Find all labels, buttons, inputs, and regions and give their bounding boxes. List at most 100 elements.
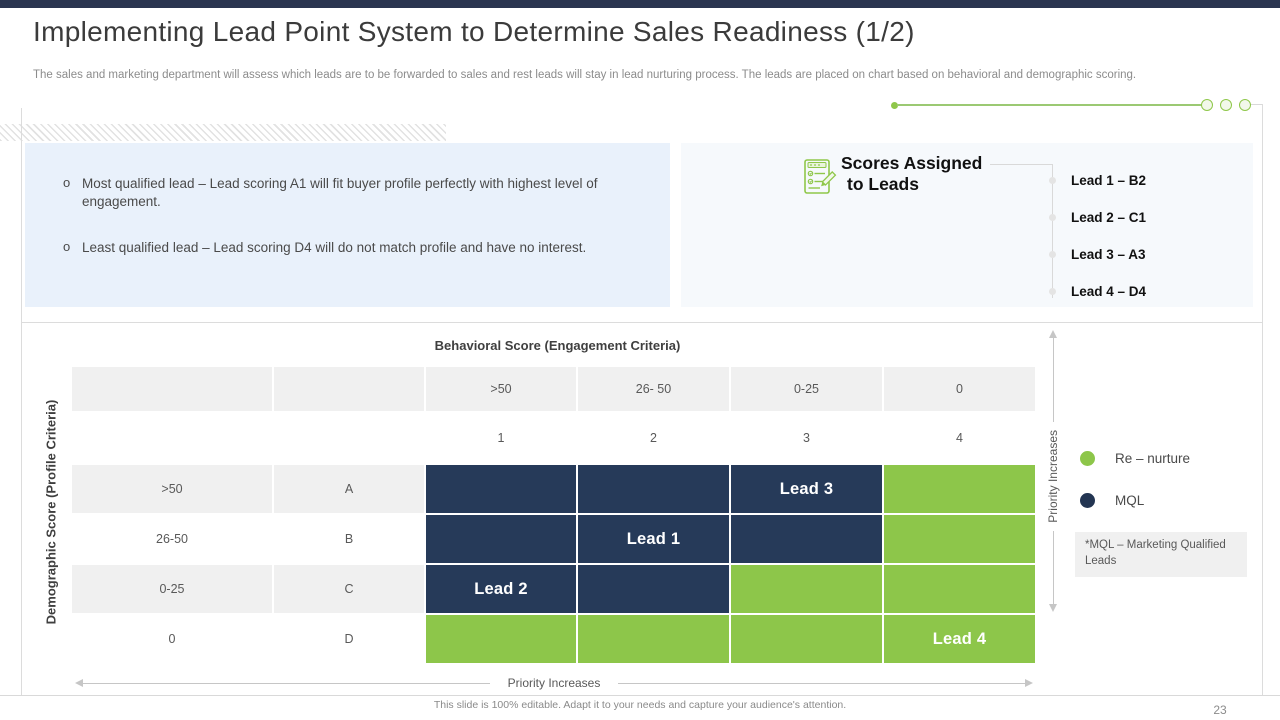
lead-scoring-matrix: >50 26- 50 0-25 0 1 2 3 4 >50 A Lead 3 26-50 B Lead 1… [72, 367, 1035, 663]
matrix-cell-C1: Lead 2 [426, 565, 576, 613]
col-number-4: 4 [884, 413, 1035, 463]
matrix-corner-cell [274, 367, 424, 411]
lead-item: Lead 4 – D4 [1049, 273, 1146, 310]
legend-item: MQL [1080, 485, 1190, 515]
row-letter-B: B [274, 515, 424, 563]
priority-y-label: Priority Increases [1046, 430, 1060, 523]
legend-dot-icon [1080, 450, 1095, 466]
scores-panel [681, 143, 1253, 307]
bullet-item: o Least qualified lead – Lead scoring D4… [63, 239, 642, 257]
progress-step-circle [1239, 99, 1251, 111]
frame-line-left [21, 108, 22, 695]
matrix-cell-C2 [578, 565, 729, 613]
arrow-up-icon [1049, 330, 1057, 338]
priority-x-label: Priority Increases [507, 676, 601, 690]
lead-label: Lead 1 – B2 [1071, 173, 1147, 188]
row-range-D: 0 [72, 615, 272, 663]
lead-label: Lead 4 – D4 [1071, 284, 1147, 299]
col-header-3: 0-25 [731, 367, 882, 411]
bullet-item: o Most qualified lead – Lead scoring A1 … [63, 175, 642, 211]
footer-divider [0, 695, 1280, 696]
scores-title-line1: Scores Assigned [841, 153, 983, 173]
top-accent-bar [0, 0, 1280, 8]
matrix-cell-C4 [884, 565, 1035, 613]
page-subtitle: The sales and marketing department will … [33, 69, 1137, 81]
col-number-2: 2 [578, 413, 729, 463]
row-range-C: 0-25 [72, 565, 272, 613]
behavioral-score-axis-title: Behavioral Score (Engagement Criteria) [434, 338, 681, 353]
arrow-line [1052, 530, 1054, 604]
matrix-cell-D3 [731, 615, 882, 663]
key-points-box: o Most qualified lead – Lead scoring A1 … [25, 143, 670, 307]
arrow-down-icon [1049, 604, 1057, 612]
bullet-text: Most qualified lead – Lead scoring A1 wi… [82, 176, 598, 210]
col-header-4: 0 [884, 367, 1035, 411]
matrix-cell-A4 [884, 465, 1035, 513]
branch-dot-icon [1049, 214, 1056, 221]
arrow-right-icon [1025, 679, 1034, 687]
row-letter-C: C [274, 565, 424, 613]
legend-dot-icon [1080, 492, 1095, 508]
legend: Re – nurture MQL [1080, 443, 1190, 527]
col-number-1: 1 [426, 413, 576, 463]
matrix-cell-B2: Lead 1 [578, 515, 729, 563]
matrix-cell-A1 [426, 465, 576, 513]
bullet-marker: o [63, 175, 71, 190]
arrow-line [618, 682, 1026, 684]
arrow-line [1052, 338, 1054, 422]
col-number-3: 3 [731, 413, 882, 463]
matrix-cell-A2 [578, 465, 729, 513]
frame-line-right [1262, 104, 1263, 695]
page-title: Implementing Lead Point System to Determ… [33, 16, 915, 47]
lead-item: Lead 3 – A3 [1049, 236, 1146, 273]
matrix-spacer-cell [72, 413, 272, 463]
branch-dot-icon [1049, 251, 1056, 258]
section-divider [22, 322, 1262, 323]
row-letter-D: D [274, 615, 424, 663]
row-range-B: 26-50 [72, 515, 272, 563]
checklist-pencil-icon [803, 157, 837, 202]
bullet-marker: o [63, 239, 71, 255]
legend-item: Re – nurture [1080, 443, 1190, 473]
scores-title-line2: to Leads [847, 174, 919, 195]
row-range-A: >50 [72, 465, 272, 513]
lead-item: Lead 1 – B2 [1049, 162, 1146, 199]
page-number: 23 [1213, 703, 1227, 717]
row-letter-A: A [274, 465, 424, 513]
matrix-cell-A3: Lead 3 [731, 465, 882, 513]
lead-label: Lead 2 – C1 [1071, 210, 1147, 225]
col-header-2: 26- 50 [578, 367, 729, 411]
decorative-hatch-band [0, 124, 446, 141]
demographic-score-axis-title: Demographic Score (Profile Criteria) [43, 399, 59, 625]
connector-horizontal [990, 164, 1052, 165]
matrix-corner-cell [72, 367, 272, 411]
lead-label: Lead 3 – A3 [1071, 247, 1146, 262]
progress-tail-line [1251, 104, 1262, 105]
priority-increases-vertical-arrow: Priority Increases [1046, 330, 1060, 612]
scores-panel-title: Scores Assigned to Leads [841, 153, 982, 196]
matrix-cell-B3 [731, 515, 882, 563]
branch-dot-icon [1049, 177, 1056, 184]
matrix-cell-D4: Lead 4 [884, 615, 1035, 663]
lead-item: Lead 2 – C1 [1049, 199, 1146, 236]
branch-dot-icon [1049, 288, 1056, 295]
connector-vertical [1052, 164, 1053, 298]
footer-note: This slide is 100% editable. Adapt it to… [433, 699, 847, 711]
col-header-1: >50 [426, 367, 576, 411]
lead-list: Lead 1 – B2 Lead 2 – C1 Lead 3 – A3 Lead 4 … [1049, 162, 1146, 310]
matrix-spacer-cell [274, 413, 424, 463]
bullet-text: Least qualified lead – Lead scoring D4 w… [82, 240, 587, 256]
progress-line [897, 104, 1203, 106]
legend-label: Re – nurture [1115, 450, 1191, 466]
legend-label: MQL [1115, 492, 1145, 508]
matrix-cell-B1 [426, 515, 576, 563]
progress-step-circle [1201, 99, 1213, 111]
matrix-cell-B4 [884, 515, 1035, 563]
arrow-line [83, 682, 490, 684]
mql-note-box: *MQL – Marketing Qualified Leads [1075, 532, 1247, 578]
progress-step-circle [1220, 99, 1232, 111]
matrix-cell-D1 [426, 615, 576, 663]
matrix-cell-C3 [731, 565, 882, 613]
matrix-cell-D2 [578, 615, 729, 663]
